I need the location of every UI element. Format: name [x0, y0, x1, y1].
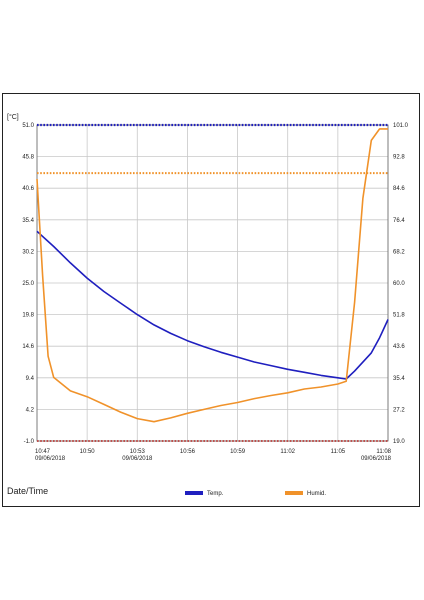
y-left-tick-label: 19.8 — [22, 313, 34, 319]
y-right-tick-label: 27.2 — [393, 407, 405, 413]
x-tick-label: 10:53 — [130, 449, 146, 455]
y-right-tick-label: 92.8 — [393, 155, 405, 161]
plot-area — [36, 124, 389, 442]
series-line-humid — [36, 128, 388, 423]
y-left-tick-label: 25.0 — [22, 281, 34, 287]
y-right-tick-label: 19.0 — [393, 439, 405, 445]
y-left-tick-label: 35.4 — [22, 218, 34, 224]
series-line-temp — [36, 230, 389, 380]
y-right-tick-label: 60.0 — [393, 281, 405, 287]
legend-label-temp: Temp. — [207, 491, 224, 497]
chart-frame: -1.0 19.0 4.2 27.2 9.4 35.4 14.6 43.6 19.8 51.8 25… — [2, 93, 420, 507]
y-left-tick-label: 40.6 — [22, 186, 34, 192]
legend-label-humid: Humid. — [307, 491, 326, 497]
x-tick-label: 10:50 — [80, 449, 96, 455]
x-tick-date: 09/06/2018 — [122, 456, 153, 462]
legend-swatch-temp — [185, 491, 203, 495]
y-left-tick-label: 45.8 — [22, 155, 34, 161]
x-tick-label: 11:02 — [280, 449, 295, 455]
y-right-tick-label: 51.8 — [393, 313, 405, 319]
y-right-tick-label: 76.4 — [393, 218, 405, 224]
legend-swatch-humid — [285, 491, 303, 495]
y-left-tick-label: 4.2 — [26, 407, 35, 413]
x-axis-title: Date/Time — [7, 486, 48, 496]
y-left-tick-label: 51.0 — [22, 123, 34, 129]
x-tick-label: 10:47 — [35, 449, 51, 455]
temperature-humidity-chart: -1.0 19.0 4.2 27.2 9.4 35.4 14.6 43.6 19.8 51.8 25… — [7, 113, 409, 497]
x-tick-label: 11:05 — [331, 449, 346, 455]
y-right-tick-label: 84.6 — [393, 186, 405, 192]
y-right-tick-label: 68.2 — [393, 249, 405, 255]
y-left-tick-label: 9.4 — [26, 376, 35, 382]
x-tick-label: 10:59 — [230, 449, 246, 455]
y-axis-unit: [°C] — [7, 113, 19, 121]
y-left-tick-label: 30.2 — [22, 249, 34, 255]
y-left-tick-label: 14.6 — [22, 344, 34, 350]
x-tick-date: 09/06/2018 — [361, 456, 392, 462]
y-right-tick-label: 35.4 — [393, 376, 405, 382]
x-tick-date: 09/06/2018 — [35, 456, 66, 462]
y-right-tick-label: 101.0 — [393, 123, 409, 129]
x-tick-label: 11:08 — [376, 449, 391, 455]
x-tick-label: 10:56 — [180, 449, 196, 455]
y-right-tick-label: 43.6 — [393, 344, 405, 350]
y-left-tick-label: -1.0 — [24, 439, 35, 445]
